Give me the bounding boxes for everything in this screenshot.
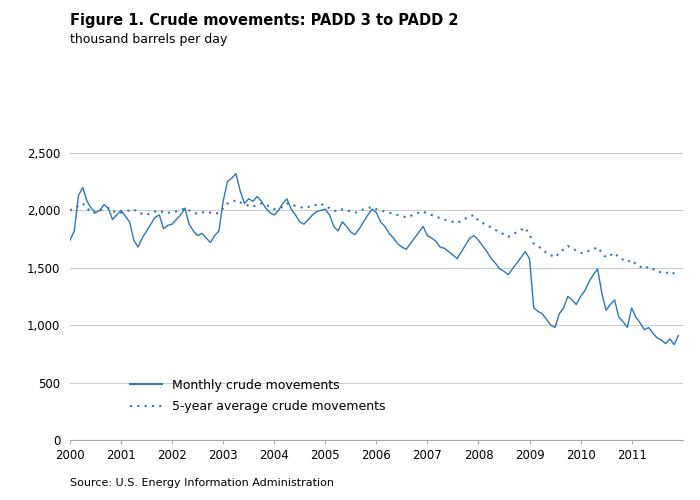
Text: Source: U.S. Energy Information Administration: Source: U.S. Energy Information Administ… [70, 478, 334, 488]
Text: thousand barrels per day: thousand barrels per day [70, 32, 228, 46]
Text: Figure 1. Crude movements: PADD 3 to PADD 2: Figure 1. Crude movements: PADD 3 to PAD… [70, 12, 459, 28]
Legend: Monthly crude movements, 5-year average crude movements: Monthly crude movements, 5-year average … [125, 374, 390, 418]
